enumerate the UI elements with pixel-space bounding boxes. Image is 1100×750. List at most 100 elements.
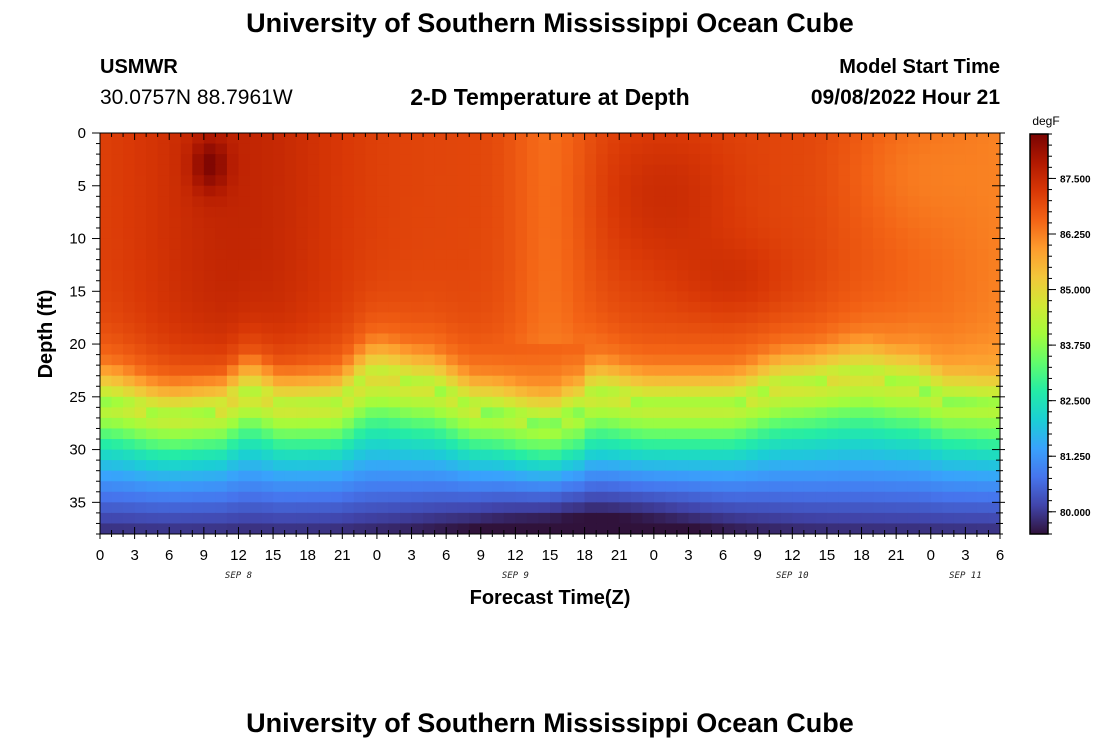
heatmap-cell — [907, 206, 920, 219]
heatmap-cell — [930, 291, 943, 303]
x-tick-label: 6 — [442, 547, 450, 564]
heatmap-cell — [146, 407, 159, 419]
heatmap-cell — [296, 270, 309, 282]
heatmap-cell — [942, 227, 955, 240]
heatmap-cell — [134, 386, 147, 398]
heatmap-cell — [538, 491, 551, 503]
heatmap-cell — [307, 407, 320, 419]
heatmap-cell — [688, 217, 701, 229]
heatmap-cell — [930, 133, 943, 145]
heatmap-cell — [123, 185, 136, 197]
heatmap-cell — [492, 439, 505, 451]
heatmap-cell — [226, 259, 240, 271]
heatmap-cell — [503, 175, 516, 187]
heatmap-cell — [896, 280, 909, 292]
heatmap-cell — [676, 449, 690, 461]
heatmap-cell — [492, 175, 505, 187]
heatmap-cell — [330, 301, 343, 313]
heatmap-cell — [711, 512, 724, 525]
heatmap-cell — [353, 217, 366, 229]
heatmap-cell — [261, 512, 274, 525]
heatmap-cell — [400, 344, 413, 356]
heatmap-cell — [480, 375, 493, 387]
heatmap-cell — [526, 249, 540, 261]
heatmap-cell — [665, 460, 678, 472]
heatmap-cell — [342, 428, 355, 440]
heatmap-cell — [746, 291, 759, 303]
heatmap-cell — [446, 417, 459, 430]
heatmap-cell — [665, 417, 678, 430]
heatmap-cell — [134, 365, 147, 377]
heatmap-cell — [388, 196, 401, 208]
heatmap-cell — [803, 396, 816, 408]
heatmap-cell — [976, 470, 990, 482]
heatmap-cell — [400, 365, 413, 377]
heatmap-cell — [238, 133, 251, 145]
heatmap-cell — [573, 143, 586, 155]
heatmap-cell — [815, 491, 828, 503]
heatmap-cell — [319, 333, 332, 345]
heatmap-cell — [157, 259, 170, 271]
heatmap-cell — [850, 164, 863, 176]
heatmap-cell — [226, 301, 240, 313]
heatmap-cell — [457, 470, 470, 482]
heatmap-cell — [953, 481, 966, 493]
heatmap-cell — [284, 217, 297, 229]
heatmap-cell — [307, 449, 320, 461]
heatmap-cell — [907, 439, 920, 451]
heatmap-cell — [757, 333, 770, 345]
heatmap-cell — [423, 386, 436, 398]
heatmap-cell — [250, 512, 263, 525]
heatmap-cell — [826, 365, 840, 377]
heatmap-cell — [688, 291, 701, 303]
heatmap-cell — [953, 312, 966, 324]
heatmap-cell — [365, 460, 378, 472]
heatmap-cell — [307, 512, 320, 525]
x-tick-label: 18 — [853, 547, 870, 564]
heatmap-cell — [596, 196, 609, 208]
heatmap-cell — [769, 344, 782, 356]
heatmap-cell — [330, 249, 343, 261]
heatmap-cell — [792, 164, 805, 176]
heatmap-cell — [203, 322, 216, 335]
heatmap-cell — [803, 481, 816, 493]
heatmap-cell — [792, 365, 805, 377]
heatmap-cell — [700, 270, 713, 282]
heatmap-cell — [873, 512, 886, 525]
heatmap-cell — [296, 143, 309, 155]
heatmap-cell — [815, 196, 828, 208]
heatmap-cell — [665, 396, 678, 408]
heatmap-cell — [296, 333, 309, 345]
heatmap-cell — [688, 206, 701, 219]
heatmap-cell — [896, 396, 909, 408]
heatmap-cell — [423, 365, 436, 377]
heatmap-cell — [123, 154, 136, 166]
heatmap-cell — [642, 249, 655, 261]
heatmap-cell — [665, 154, 678, 166]
heatmap-cell — [388, 396, 401, 408]
heatmap-cell — [284, 206, 297, 219]
heatmap-cell — [226, 227, 240, 240]
heatmap-cell — [469, 259, 482, 271]
heatmap-cell — [353, 502, 366, 514]
heatmap-cell — [296, 407, 309, 419]
heatmap-cell — [134, 185, 147, 197]
heatmap-cell — [746, 133, 759, 145]
heatmap-cell — [342, 143, 355, 155]
heatmap-cell — [192, 270, 205, 282]
heatmap-cell — [896, 133, 909, 145]
heatmap-cell — [469, 481, 482, 493]
heatmap-cell — [919, 164, 932, 176]
heatmap-cell — [976, 375, 990, 387]
heatmap-cell — [515, 185, 528, 197]
heatmap-cell — [930, 175, 943, 187]
heatmap-cell — [284, 365, 297, 377]
heatmap-cell — [192, 333, 205, 345]
heatmap-cell — [146, 481, 159, 493]
heatmap-cell — [376, 322, 390, 335]
heatmap-cell — [180, 460, 193, 472]
heatmap-cell — [146, 491, 159, 503]
heatmap-cell — [319, 481, 332, 493]
heatmap-cell — [584, 439, 597, 451]
heatmap-cell — [480, 154, 493, 166]
